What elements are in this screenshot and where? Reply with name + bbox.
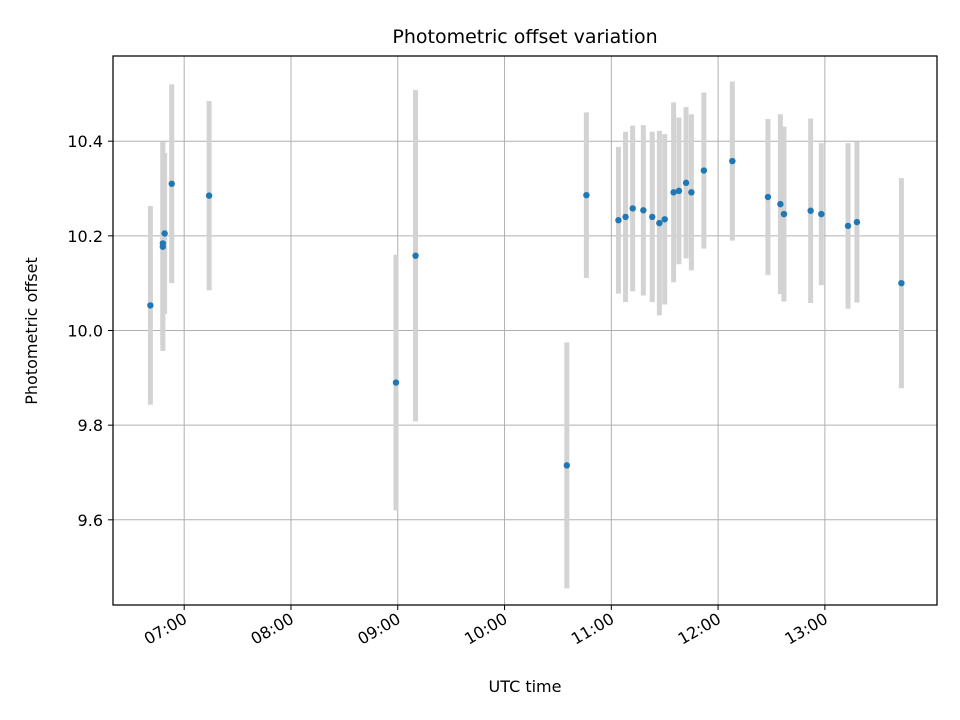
data-point — [629, 205, 636, 212]
data-point — [844, 222, 852, 230]
data-point — [205, 192, 213, 199]
data-point — [700, 167, 708, 174]
data-point — [656, 219, 663, 227]
chart-title: Photometric offset variation — [392, 26, 657, 48]
data-point — [661, 216, 668, 223]
data-point — [649, 213, 656, 221]
x-axis-label: UTC time — [489, 677, 562, 696]
data-point — [159, 243, 167, 250]
data-point — [622, 213, 629, 221]
data-point — [777, 200, 784, 208]
y-tick-label: 10.4 — [67, 132, 103, 151]
data-point — [675, 187, 683, 195]
data-point — [615, 217, 622, 224]
data-point — [583, 191, 590, 199]
data-point — [807, 207, 814, 214]
data-point — [412, 252, 419, 259]
y-tick-label: 10.2 — [67, 227, 103, 246]
data-point — [640, 207, 647, 214]
y-tick-label: 9.6 — [78, 511, 103, 530]
data-point — [563, 462, 571, 469]
y-tick-label: 9.8 — [78, 416, 103, 435]
data-point — [682, 179, 690, 187]
data-point — [147, 302, 154, 309]
data-point — [392, 379, 400, 386]
data-point — [161, 230, 168, 237]
data-point — [898, 279, 905, 287]
data-point — [764, 193, 772, 201]
data-point — [688, 189, 695, 196]
data-points — [147, 157, 905, 469]
y-tick-label: 10.0 — [67, 322, 103, 341]
data-point — [780, 210, 788, 218]
data-point — [168, 180, 175, 187]
data-point — [853, 218, 861, 226]
data-point — [818, 210, 825, 218]
y-axis-label: Photometric offset — [22, 257, 41, 405]
data-point — [670, 189, 677, 196]
data-point — [729, 157, 736, 165]
